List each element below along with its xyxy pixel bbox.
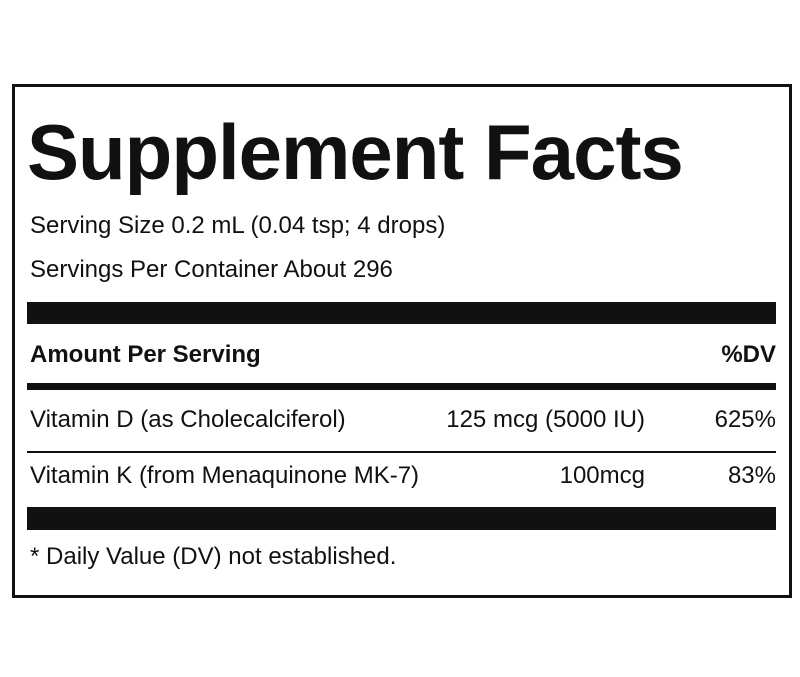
column-header: %DV bbox=[721, 341, 776, 368]
thick-rule bbox=[27, 507, 776, 530]
nutrient-dv: 625% bbox=[714, 406, 776, 433]
serving-size: Serving Size 0.2 mL (0.04 tsp; 4 drops) bbox=[30, 212, 446, 239]
thick-rule bbox=[27, 302, 776, 324]
title: Supplement Facts bbox=[27, 108, 684, 196]
nutrient-name: Vitamin K (from Menaquinone MK-7) bbox=[30, 462, 420, 489]
nutrient-amount: 125 mcg (5000 IU) bbox=[446, 406, 645, 433]
medium-rule bbox=[27, 383, 776, 390]
nutrient-amount: 100mcg bbox=[559, 462, 645, 489]
thin-rule bbox=[27, 451, 776, 453]
nutrient-name: Vitamin D (as Cholecalciferol) bbox=[30, 406, 346, 433]
nutrient-dv: 83% bbox=[727, 462, 776, 489]
footnote: * Daily Value (DV) not established. bbox=[30, 543, 397, 570]
servings-per-container: Servings Per Container About 296 bbox=[30, 256, 393, 283]
column-header: Amount Per Serving bbox=[30, 341, 261, 368]
label-border bbox=[12, 84, 792, 598]
